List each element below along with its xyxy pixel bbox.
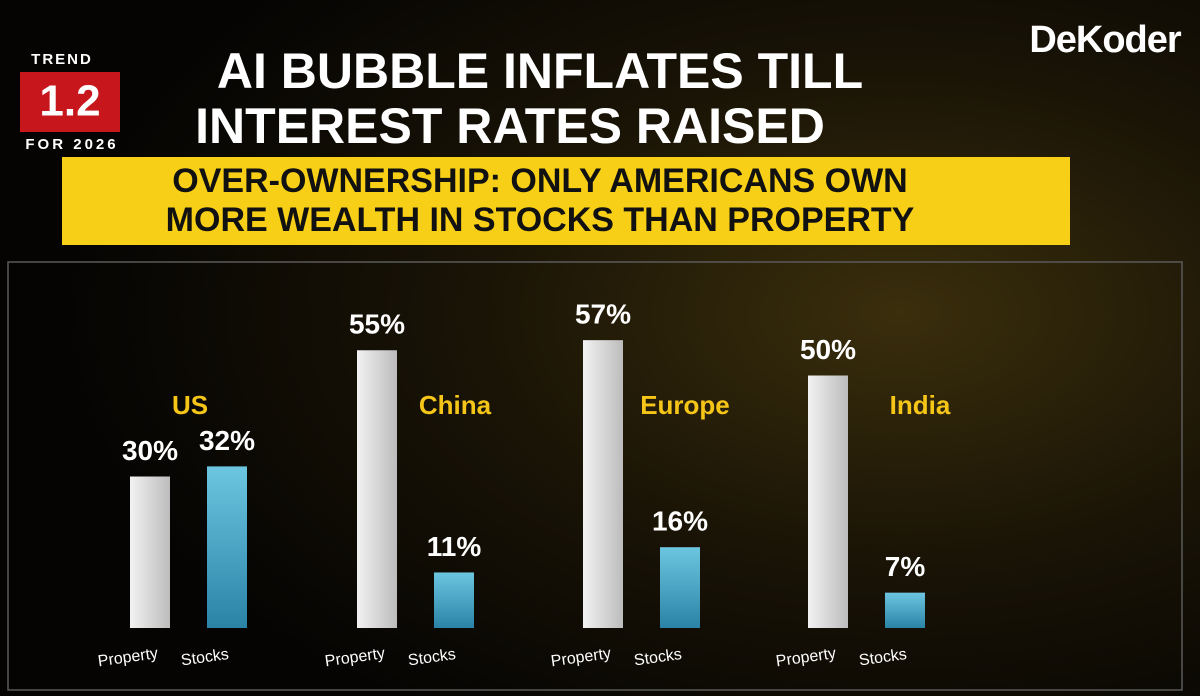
bar [357, 350, 397, 628]
chart-frame [7, 261, 1183, 691]
series-label: Stocks [407, 646, 457, 670]
value-label: 16% [652, 506, 708, 537]
bar [434, 572, 474, 628]
bar [885, 592, 925, 628]
category-label: Europe [640, 390, 730, 420]
subtitle-line: OVER-OWNERSHIP: ONLY AMERICANS OWN [172, 162, 907, 200]
category-label: US [172, 390, 208, 420]
series-label: Stocks [858, 646, 908, 670]
value-label: 11% [427, 531, 482, 562]
value-label: 32% [199, 425, 255, 456]
bar [808, 375, 848, 628]
subtitle-banner [62, 157, 1070, 245]
badge-top: TREND [31, 51, 93, 68]
bar [583, 340, 623, 628]
title-line: AI BUBBLE INFLATES TILL [217, 43, 863, 99]
bar [660, 547, 700, 628]
badge-bottom: FOR 2026 [25, 136, 118, 153]
value-label: 30% [122, 435, 178, 466]
subtitle-line: MORE WEALTH IN STOCKS THAN PROPERTY [166, 201, 915, 239]
value-label: 57% [575, 299, 631, 330]
value-label: 50% [800, 334, 856, 365]
category-label: India [890, 390, 951, 420]
series-label: Stocks [180, 646, 230, 670]
bar [130, 476, 170, 628]
bar [207, 466, 247, 628]
brand-logo: DeKoder [1029, 19, 1182, 61]
title-line: INTEREST RATES RAISED [195, 98, 825, 154]
series-label: Stocks [633, 646, 683, 670]
badge-box [20, 72, 120, 132]
value-label: 55% [349, 309, 405, 340]
badge-number: 1.2 [39, 77, 100, 126]
value-label: 7% [885, 551, 926, 582]
category-label: China [419, 390, 492, 420]
